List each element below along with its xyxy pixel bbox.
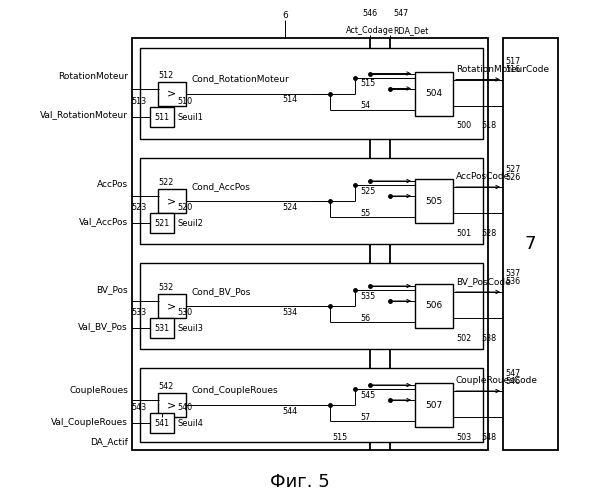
- Bar: [415, 383, 453, 427]
- Text: 54: 54: [360, 102, 370, 110]
- Bar: [140, 263, 483, 349]
- Text: 546: 546: [505, 376, 520, 386]
- Bar: [415, 72, 453, 116]
- Text: 6: 6: [282, 12, 288, 20]
- Text: 512: 512: [158, 70, 173, 80]
- Bar: [132, 38, 488, 450]
- Text: 510: 510: [177, 98, 192, 106]
- Text: Cond_RotationMoteur: Cond_RotationMoteur: [191, 74, 289, 84]
- Text: 540: 540: [177, 403, 192, 412]
- Text: 525: 525: [360, 187, 376, 196]
- Text: 530: 530: [177, 308, 192, 317]
- Text: Val_RotationMoteur: Val_RotationMoteur: [40, 110, 128, 120]
- Text: 536: 536: [505, 278, 520, 286]
- Text: 547: 547: [505, 368, 520, 378]
- Text: Seuil4: Seuil4: [177, 418, 203, 428]
- Text: Seuil1: Seuil1: [177, 113, 203, 122]
- Text: >: >: [167, 400, 176, 410]
- Text: 528: 528: [481, 229, 496, 238]
- Text: 547: 547: [393, 9, 408, 18]
- Text: 500: 500: [456, 122, 471, 130]
- Text: 545: 545: [360, 391, 375, 400]
- Text: 544: 544: [283, 407, 298, 416]
- Text: 527: 527: [505, 164, 520, 173]
- Bar: [415, 284, 453, 328]
- Text: >: >: [167, 301, 176, 311]
- Text: AccPos: AccPos: [97, 180, 128, 189]
- Bar: [158, 294, 186, 318]
- Bar: [415, 179, 453, 223]
- Bar: [150, 108, 174, 128]
- Text: 513: 513: [132, 98, 147, 106]
- Text: Cond_BV_Pos: Cond_BV_Pos: [191, 287, 250, 296]
- Text: 507: 507: [425, 400, 443, 409]
- Text: 531: 531: [154, 324, 170, 332]
- Text: 546: 546: [362, 9, 377, 18]
- Text: 502: 502: [456, 334, 471, 343]
- Bar: [503, 38, 558, 450]
- Text: 535: 535: [360, 292, 375, 301]
- Bar: [150, 213, 174, 233]
- Text: 524: 524: [283, 203, 298, 212]
- Text: 501: 501: [456, 229, 471, 238]
- Text: 7: 7: [525, 235, 536, 253]
- Text: RDA_Det: RDA_Det: [393, 26, 428, 35]
- Text: 515: 515: [360, 80, 375, 88]
- Text: >: >: [167, 196, 176, 206]
- Text: Seuil2: Seuil2: [177, 218, 203, 228]
- Text: 537: 537: [505, 270, 520, 278]
- Text: 548: 548: [481, 433, 496, 442]
- Text: Фиг. 5: Фиг. 5: [270, 473, 330, 491]
- Text: >: >: [167, 88, 176, 99]
- Text: 542: 542: [158, 382, 173, 391]
- Bar: [150, 318, 174, 338]
- Text: 504: 504: [425, 89, 443, 98]
- Bar: [140, 48, 483, 139]
- Text: 543: 543: [132, 403, 147, 412]
- Text: 522: 522: [158, 178, 173, 187]
- Text: RotationMoteurCode: RotationMoteurCode: [456, 64, 549, 74]
- Text: 56: 56: [360, 314, 370, 323]
- Text: 520: 520: [177, 203, 192, 212]
- Text: RotationMoteur: RotationMoteur: [58, 72, 128, 80]
- Bar: [150, 413, 174, 433]
- Bar: [140, 158, 483, 244]
- Text: Cond_AccPos: Cond_AccPos: [191, 182, 250, 191]
- Text: 516: 516: [505, 65, 520, 74]
- Text: 538: 538: [481, 334, 496, 343]
- Text: 505: 505: [425, 196, 443, 205]
- Bar: [158, 189, 186, 213]
- Text: BV_Pos: BV_Pos: [97, 285, 128, 294]
- Text: Cond_CoupleRoues: Cond_CoupleRoues: [191, 386, 278, 395]
- Text: 514: 514: [283, 96, 298, 104]
- Text: 55: 55: [360, 209, 370, 218]
- Text: AccPosCode: AccPosCode: [456, 172, 510, 181]
- Text: 532: 532: [158, 283, 173, 292]
- Bar: [158, 82, 186, 106]
- Text: BV_PosCode: BV_PosCode: [456, 277, 511, 286]
- Text: 534: 534: [283, 308, 298, 317]
- Text: 503: 503: [456, 433, 471, 442]
- Text: 523: 523: [132, 203, 147, 212]
- Text: 533: 533: [132, 308, 147, 317]
- Text: CoupleRouesCode: CoupleRouesCode: [456, 376, 538, 385]
- Text: 521: 521: [154, 218, 170, 228]
- Text: 526: 526: [505, 172, 520, 182]
- Text: Act_Codage: Act_Codage: [346, 26, 394, 35]
- Text: Val_BV_Pos: Val_BV_Pos: [79, 322, 128, 330]
- Text: 517: 517: [505, 57, 520, 66]
- Text: DA_Actif: DA_Actif: [90, 438, 128, 446]
- Text: Val_CoupleRoues: Val_CoupleRoues: [51, 418, 128, 427]
- Text: 506: 506: [425, 302, 443, 310]
- Text: 57: 57: [360, 413, 370, 422]
- Text: 515: 515: [332, 434, 347, 442]
- Text: 518: 518: [481, 122, 496, 130]
- Bar: [158, 393, 186, 417]
- Text: Seuil3: Seuil3: [177, 324, 203, 332]
- Text: 541: 541: [154, 418, 170, 428]
- Text: CoupleRoues: CoupleRoues: [69, 386, 128, 395]
- Text: 511: 511: [154, 113, 170, 122]
- Bar: [140, 368, 483, 442]
- Text: Val_AccPos: Val_AccPos: [79, 216, 128, 226]
